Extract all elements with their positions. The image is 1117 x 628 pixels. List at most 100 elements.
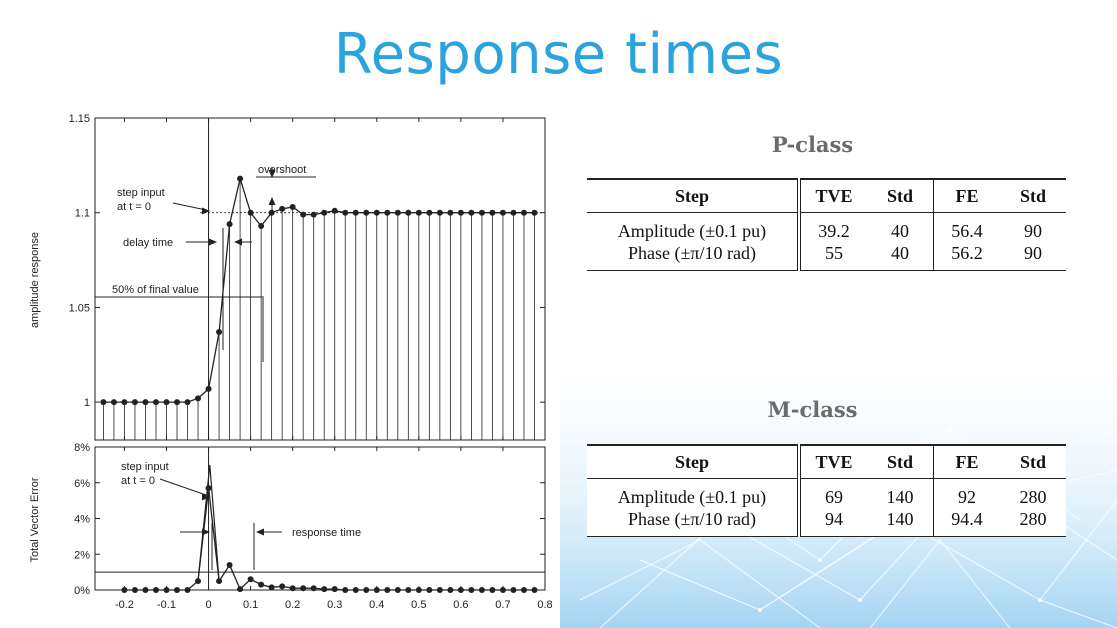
bottom-data-point bbox=[363, 587, 370, 593]
table-cell: 140 bbox=[867, 478, 934, 508]
bottom-x-tick-label: 0.3 bbox=[327, 599, 342, 611]
bottom-data-point bbox=[478, 587, 485, 593]
bottom-data-point bbox=[174, 587, 181, 593]
bottom-data-point bbox=[405, 587, 412, 593]
top-data-point bbox=[142, 399, 149, 406]
bottom-data-point bbox=[531, 587, 538, 593]
top-y-tick-label: 1 bbox=[84, 397, 90, 409]
top-data-point bbox=[363, 209, 370, 216]
m-class-table-container: Step TVE Std FE Std Amplitude (±0.1 pu) … bbox=[587, 444, 1066, 537]
bottom-x-tick-label: 0.1 bbox=[243, 599, 258, 611]
bottom-data-point bbox=[205, 485, 212, 492]
top-data-point bbox=[279, 205, 286, 212]
bottom-data-point bbox=[163, 587, 170, 593]
table-header-row: Step TVE Std FE Std bbox=[587, 445, 1066, 479]
bottom-data-point bbox=[279, 583, 286, 590]
bottom-data-point bbox=[300, 585, 307, 592]
bottom-data-point bbox=[415, 587, 422, 593]
top-data-point bbox=[258, 222, 265, 229]
response-plots-svg: 1 1.05 1.1 1.15 step input at t = 0 delay time… bbox=[29, 113, 553, 611]
table-row: Phase (±π/10 rad) 94 140 94.4 280 bbox=[587, 508, 1066, 537]
bottom-y-axis-label: Total Vector Error bbox=[29, 477, 41, 562]
top-data-point bbox=[426, 209, 433, 216]
bottom-data-point bbox=[121, 587, 128, 593]
top-data-point bbox=[468, 209, 475, 216]
bottom-data-point bbox=[268, 584, 275, 591]
bottom-data-point bbox=[426, 587, 433, 593]
table-row: Amplitude (±0.1 pu) 69 140 92 280 bbox=[587, 478, 1066, 508]
top-data-point bbox=[352, 209, 359, 216]
response-time-arrow-head-right bbox=[256, 528, 264, 536]
top-data-point bbox=[489, 209, 496, 216]
bottom-data-point bbox=[394, 587, 401, 593]
top-data-point bbox=[394, 209, 401, 216]
top-data-point bbox=[531, 209, 538, 216]
table-cell: 140 bbox=[867, 508, 934, 537]
m-class-table: Step TVE Std FE Std Amplitude (±0.1 pu) … bbox=[587, 444, 1066, 537]
bottom-data-point bbox=[247, 576, 254, 583]
overshoot-arrow-head-2 bbox=[268, 197, 276, 205]
bottom-x-tick-label: 0 bbox=[205, 599, 211, 611]
header-std: Std bbox=[867, 179, 934, 213]
top-data-point bbox=[216, 329, 223, 336]
top-data-point bbox=[226, 221, 233, 228]
delay-time-arrow-head bbox=[209, 238, 217, 246]
bottom-data-point bbox=[310, 585, 317, 592]
top-annotation-step-input: step input bbox=[117, 187, 165, 199]
top-annotation-overshoot: overshoot bbox=[258, 164, 306, 176]
bottom-annotation-step-input: step input bbox=[121, 461, 169, 473]
bottom-data-point bbox=[373, 587, 380, 593]
top-data-point bbox=[457, 209, 464, 216]
top-y-tick-label: 1.15 bbox=[69, 113, 90, 125]
top-data-point bbox=[384, 209, 391, 216]
header-fe: FE bbox=[955, 452, 979, 472]
top-data-point bbox=[110, 399, 117, 406]
top-data-point bbox=[331, 207, 338, 214]
table-cell: 55 bbox=[825, 243, 843, 263]
header-fe: FE bbox=[955, 186, 979, 206]
bottom-data-point bbox=[321, 586, 328, 593]
bottom-x-tick-label: 0.6 bbox=[453, 599, 468, 611]
top-data-point bbox=[152, 399, 159, 406]
top-annotation-arrow-head bbox=[202, 207, 210, 215]
p-class-table-container: Step TVE Std FE Std Amplitude (±0.1 pu) … bbox=[587, 178, 1066, 271]
top-annotation-delay-time: delay time bbox=[123, 237, 173, 249]
delay-time-arrow-head-left bbox=[234, 238, 242, 246]
top-data-point bbox=[205, 385, 212, 392]
header-std: Std bbox=[867, 445, 934, 479]
table-cell: Amplitude (±0.1 pu) bbox=[587, 478, 801, 508]
top-data-point bbox=[195, 395, 202, 402]
top-data-point bbox=[321, 209, 328, 216]
bottom-x-tick-label: -0.1 bbox=[157, 599, 176, 611]
bottom-data-point bbox=[352, 587, 359, 593]
top-annotation-at-t0: at t = 0 bbox=[117, 201, 151, 213]
table-cell: 56.2 bbox=[951, 243, 983, 263]
bottom-data-point bbox=[499, 587, 506, 593]
response-time-arrow-head-left bbox=[202, 528, 210, 536]
bottom-annotation-arrow-head bbox=[202, 493, 210, 501]
bottom-data-point bbox=[447, 587, 454, 593]
bottom-data-point bbox=[131, 587, 138, 593]
top-data-point bbox=[184, 399, 191, 406]
table-cell: 69 bbox=[825, 487, 843, 507]
top-data-point bbox=[131, 399, 138, 406]
bottom-data-point bbox=[216, 578, 223, 585]
bottom-data-point bbox=[457, 587, 464, 593]
table-cell: 280 bbox=[1019, 509, 1047, 529]
table-row: Amplitude (±0.1 pu) 39.2 40 56.4 90 bbox=[587, 212, 1066, 242]
top-data-point bbox=[163, 399, 170, 406]
p-class-title: P-class bbox=[771, 132, 854, 157]
top-data-point bbox=[268, 209, 275, 216]
bottom-y-tick-label: 0% bbox=[74, 585, 90, 597]
table-cell: 40 bbox=[867, 242, 934, 271]
top-data-point bbox=[237, 175, 244, 182]
header-tve: TVE bbox=[815, 186, 853, 206]
top-data-point bbox=[415, 209, 422, 216]
top-annotation-arrow-line bbox=[172, 202, 207, 211]
bottom-annotation-at-t0: at t = 0 bbox=[121, 475, 155, 487]
bottom-annotation-response-time: response time bbox=[292, 527, 361, 539]
table-cell: 56.4 bbox=[951, 221, 983, 241]
top-data-point bbox=[289, 204, 296, 211]
table-cell: 92 bbox=[958, 487, 976, 507]
top-data-point bbox=[373, 209, 380, 216]
